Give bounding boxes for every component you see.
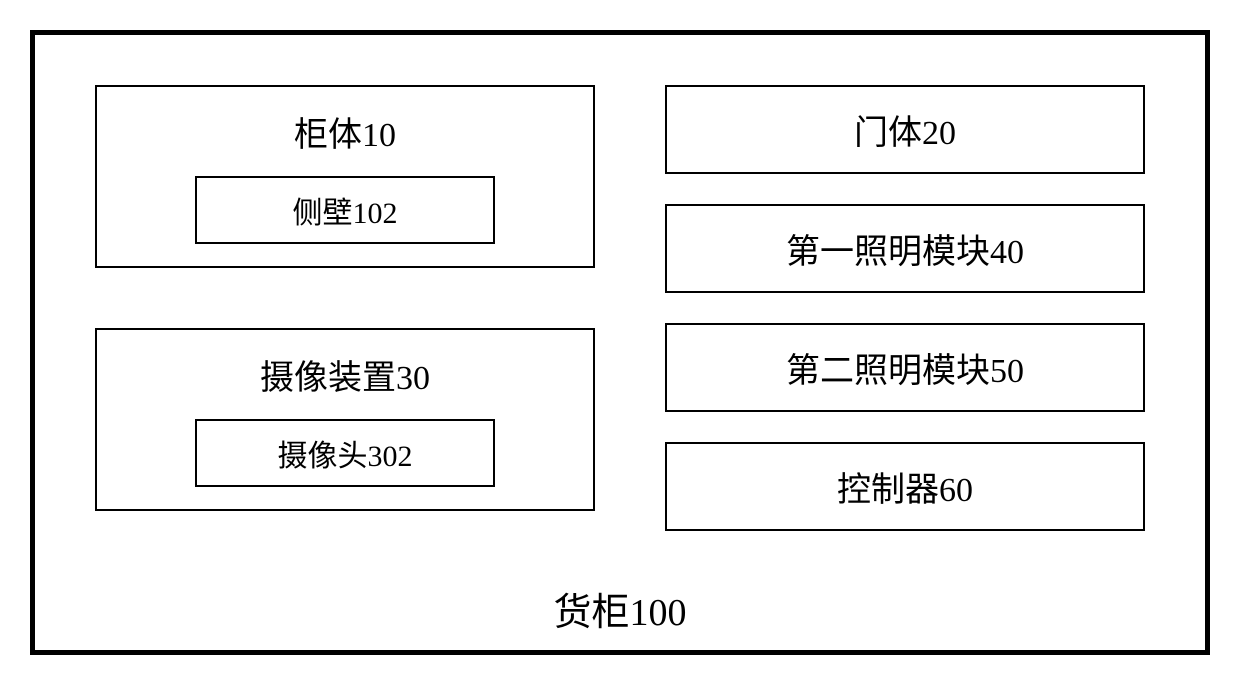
first-lighting-module-box: 第一照明模块40: [665, 204, 1145, 293]
second-lighting-module-box: 第二照明模块50: [665, 323, 1145, 412]
cabinet-body-title: 柜体10: [294, 107, 396, 156]
camera-head-box: 摄像头302: [195, 419, 495, 487]
controller-box: 控制器60: [665, 442, 1145, 531]
camera-device-title: 摄像装置30: [260, 350, 430, 399]
columns-wrapper: 柜体10 侧壁102 摄像装置30 摄像头302 门体20 第一照明模块40 第…: [35, 35, 1205, 531]
left-column: 柜体10 侧壁102 摄像装置30 摄像头302: [95, 85, 595, 531]
container-box: 柜体10 侧壁102 摄像装置30 摄像头302 门体20 第一照明模块40 第…: [30, 30, 1210, 655]
door-body-box: 门体20: [665, 85, 1145, 174]
side-wall-box: 侧壁102: [195, 176, 495, 244]
right-column: 门体20 第一照明模块40 第二照明模块50 控制器60: [665, 85, 1145, 531]
container-title: 货柜100: [35, 581, 1205, 636]
cabinet-body-box: 柜体10 侧壁102: [95, 85, 595, 268]
camera-device-box: 摄像装置30 摄像头302: [95, 328, 595, 511]
